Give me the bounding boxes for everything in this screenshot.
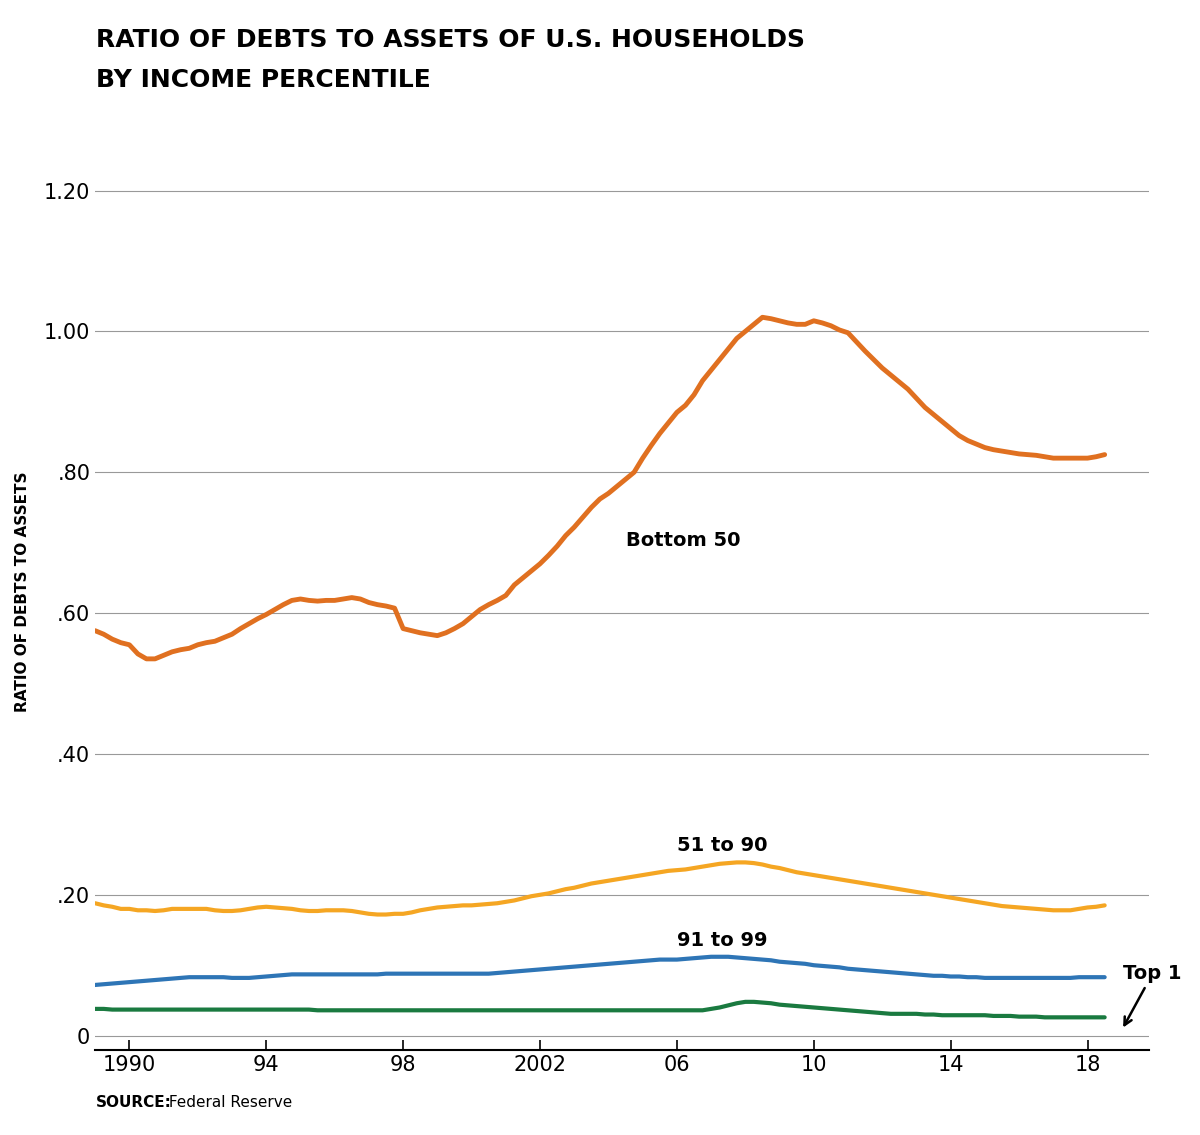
Text: Federal Reserve: Federal Reserve: [164, 1095, 293, 1110]
Text: SOURCE:: SOURCE:: [96, 1095, 172, 1110]
Text: 51 to 90: 51 to 90: [677, 836, 767, 855]
Text: Bottom 50: Bottom 50: [625, 531, 740, 550]
Y-axis label: RATIO OF DEBTS TO ASSETS: RATIO OF DEBTS TO ASSETS: [14, 472, 30, 712]
Text: BY INCOME PERCENTILE: BY INCOME PERCENTILE: [96, 68, 431, 92]
Text: 91 to 99: 91 to 99: [677, 931, 767, 950]
Text: RATIO OF DEBTS TO ASSETS OF U.S. HOUSEHOLDS: RATIO OF DEBTS TO ASSETS OF U.S. HOUSEHO…: [96, 28, 805, 52]
Text: Top 1: Top 1: [1123, 964, 1182, 1025]
